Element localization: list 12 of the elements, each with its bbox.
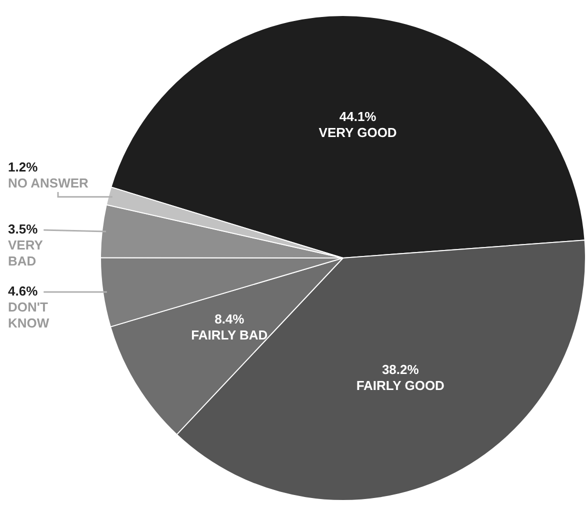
- slice-label: DON'T KNOW: [8, 300, 50, 331]
- slice-label: NO ANSWER: [8, 176, 90, 191]
- slice-label: FAIRLY GOOD: [356, 378, 444, 393]
- slice-label: FAIRLY BAD: [191, 327, 268, 342]
- slice-label: VERY BAD: [8, 238, 44, 269]
- data-label: 38.2%: [382, 362, 420, 377]
- data-label: 4.6%: [8, 284, 38, 299]
- data-label: 1.2%: [8, 160, 38, 175]
- data-label: 44.1%: [339, 109, 377, 124]
- data-label: 8.4%: [214, 311, 245, 326]
- slice-label: VERY GOOD: [318, 125, 397, 140]
- data-label: 3.5%: [8, 222, 38, 237]
